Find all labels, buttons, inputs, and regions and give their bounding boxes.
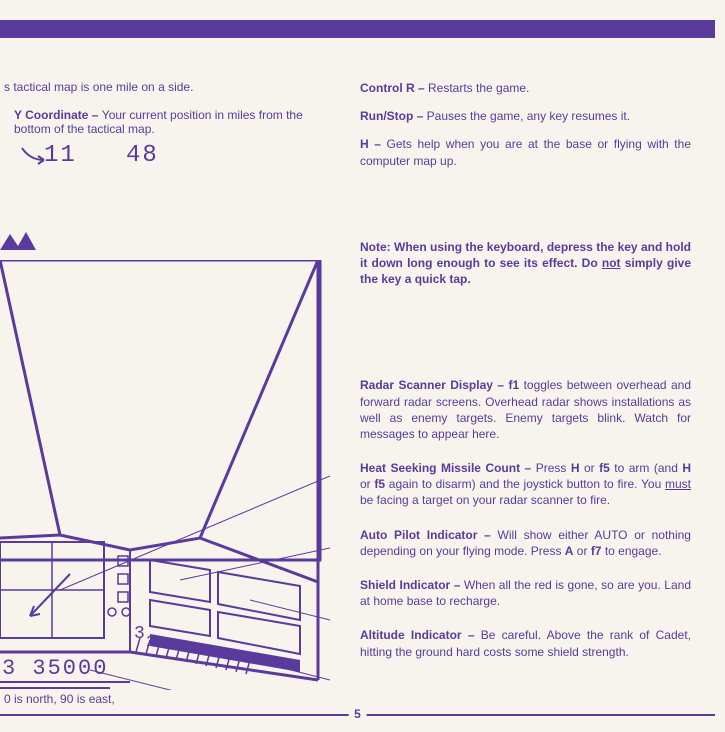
cockpit-diagram: 3 2 3 35000 (0, 260, 330, 690)
autopilot-text-b: to engage. (601, 544, 661, 558)
radar-entry: Radar Scanner Display – f1 toggles betwe… (360, 377, 691, 442)
runstop-entry: Run/Stop – Pauses the game, any key resu… (360, 108, 691, 124)
runstop-text: Pauses the game, any key resumes it. (427, 109, 630, 123)
altitude-entry: Altitude Indicator – Be careful. Above t… (360, 627, 691, 659)
left-column: s tactical map is one mile on a side. Y … (0, 80, 340, 712)
shield-entry: Shield Indicator – When all the red is g… (360, 577, 691, 609)
h-entry: H – Gets help when you are at the base o… (360, 136, 691, 168)
control-r-entry: Control R – Restarts the game. (360, 80, 691, 96)
note-not: not (602, 256, 621, 270)
right-column: Control R – Restarts the game. Run/Stop … (340, 80, 715, 712)
missile-text-c: again to disarm) and the joystick button… (385, 477, 665, 491)
intro-fragment: s tactical map is one mile on a side. (0, 80, 340, 94)
page-content: s tactical map is one mile on a side. Y … (0, 80, 715, 712)
page-footer: 5 (0, 708, 715, 722)
missile-f5a: f5 (599, 461, 610, 475)
control-r-label: Control R – (360, 81, 428, 95)
runstop-label: Run/Stop – (360, 109, 427, 123)
coord-value-b: 48 (126, 142, 159, 169)
missile-h2: H (682, 461, 691, 475)
altitude-readout: 3 35000 (2, 656, 108, 681)
dash-digit-2: 2 (146, 633, 156, 651)
mountain-icon (0, 230, 36, 252)
keyboard-note: Note: When using the keyboard, depress t… (360, 239, 691, 288)
coordinate-readout: 11 48 (0, 142, 340, 169)
autopilot-label: Auto Pilot Indicator – (360, 528, 498, 542)
missile-label: Heat Seeking Missile Count – (360, 461, 536, 475)
header-band (0, 20, 715, 38)
control-r-text: Restarts the game. (428, 81, 529, 95)
y-coordinate-desc: Y Coordinate – Your current position in … (0, 108, 340, 136)
radar-f1: f1 (508, 378, 519, 392)
radar-label: Radar Scanner Display – (360, 378, 508, 392)
missile-entry: Heat Seeking Missile Count – Press H or … (360, 460, 691, 509)
missile-text-a: Press (536, 461, 571, 475)
page-number: 5 (348, 707, 367, 721)
missile-text-b: to arm (and (610, 461, 683, 475)
h-text: Gets help when you are at the base or fl… (360, 137, 691, 167)
shield-label: Shield Indicator – (360, 578, 464, 592)
autopilot-f7: f7 (591, 544, 602, 558)
arrow-pointer-icon (20, 146, 50, 168)
dash-digit-3: 3 (134, 624, 145, 644)
autopilot-or: or (573, 544, 590, 558)
missile-or2: or (360, 477, 374, 491)
missile-or1: or (580, 461, 600, 475)
autopilot-entry: Auto Pilot Indicator – Will show either … (360, 527, 691, 559)
altitude-label: Altitude Indicator – (360, 628, 481, 642)
heading-fragment: 0 is north, 90 is east, (4, 692, 304, 706)
missile-must: must (665, 477, 691, 491)
missile-text-d: be facing a target on your radar scanner… (360, 493, 610, 507)
missile-f5b: f5 (374, 477, 385, 491)
missile-h1: H (571, 461, 580, 475)
h-label: H – (360, 137, 387, 151)
y-coordinate-label: Y Coordinate – (14, 108, 102, 122)
